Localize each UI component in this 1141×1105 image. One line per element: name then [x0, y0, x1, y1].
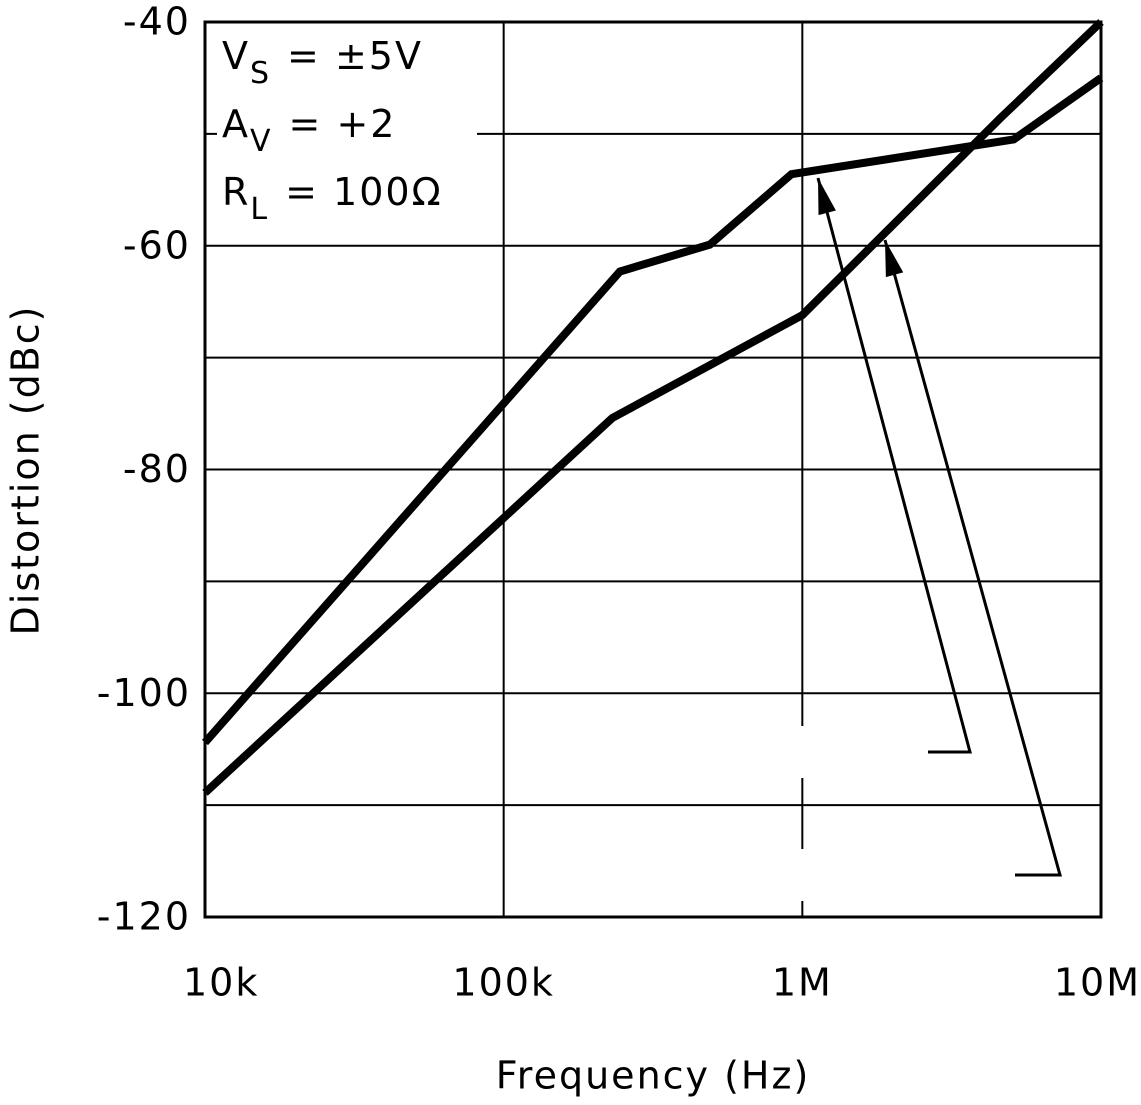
y-tick-label: -120 — [97, 895, 191, 939]
condition-value: = ±5V — [287, 34, 423, 78]
arrow-head — [885, 240, 904, 278]
condition-symbol: V — [222, 34, 250, 78]
x-tick-label: 100k — [452, 961, 555, 1005]
condition-background — [217, 28, 477, 228]
condition: VS = ±5V — [222, 34, 423, 91]
condition-value: = 100Ω — [285, 170, 443, 214]
series-line — [202, 19, 1104, 796]
x-tick-label: 10M — [1054, 961, 1141, 1005]
x-tick-label: 10k — [183, 961, 259, 1005]
y-tick-label: -40 — [123, 0, 191, 44]
condition-value: = +2 — [289, 102, 397, 146]
condition-subscript: S — [250, 56, 271, 91]
y-tick-label: -80 — [123, 447, 191, 491]
label-background — [657, 849, 1011, 901]
condition-symbol: R — [222, 170, 250, 214]
arrow-head — [818, 178, 836, 216]
y-tick-label: -100 — [97, 671, 191, 715]
x-tick-label: 1M — [772, 961, 833, 1005]
label-background — [577, 726, 924, 778]
y-tick-label: -60 — [123, 223, 191, 267]
condition-subscript: V — [250, 124, 273, 159]
leader-line — [816, 177, 972, 754]
condition-subscript: L — [250, 192, 269, 227]
condition: RL = 100Ω — [222, 170, 443, 227]
series-line — [201, 74, 1104, 746]
condition: AV = +2 — [222, 102, 396, 159]
leader-line — [883, 239, 1062, 877]
x-axis-label: Frequency (Hz) — [496, 1054, 811, 1098]
y-axis-label: Distortion (dBc) — [4, 305, 48, 636]
plot-frame — [203, 20, 1103, 919]
condition-symbol: A — [222, 102, 250, 146]
